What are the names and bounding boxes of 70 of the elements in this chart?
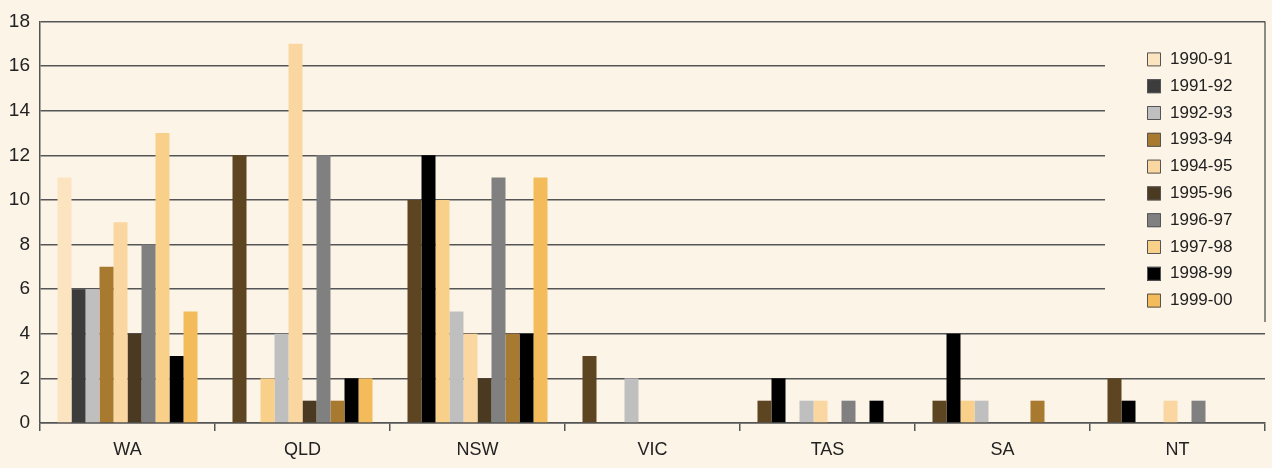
bar bbox=[302, 400, 317, 423]
bar bbox=[344, 378, 359, 423]
x-tick-label: QLD bbox=[283, 438, 322, 459]
legend-label: 1993-94 bbox=[1170, 129, 1233, 149]
bar bbox=[1121, 400, 1136, 423]
bar bbox=[477, 378, 492, 423]
y-tick-label: 10 bbox=[8, 188, 30, 210]
bar bbox=[141, 244, 156, 423]
y-tick-label: 0 bbox=[19, 411, 30, 433]
bar bbox=[582, 356, 597, 423]
y-tick-label: 8 bbox=[19, 232, 30, 254]
bar bbox=[841, 400, 856, 423]
legend-label: 1992-93 bbox=[1170, 102, 1233, 122]
bar bbox=[533, 177, 548, 423]
bar bbox=[519, 333, 534, 423]
x-tick-label: NT bbox=[1165, 438, 1190, 459]
y-tick-label: 18 bbox=[8, 9, 30, 31]
bar bbox=[491, 177, 506, 423]
bar bbox=[932, 400, 947, 423]
legend-label: 1998-99 bbox=[1170, 263, 1233, 283]
bar bbox=[71, 289, 86, 423]
x-tick-label: WA bbox=[113, 438, 142, 459]
bar bbox=[330, 400, 345, 423]
bar bbox=[974, 400, 989, 423]
legend-label: 1995-96 bbox=[1170, 183, 1233, 203]
bar bbox=[1030, 400, 1045, 423]
bar bbox=[771, 378, 786, 423]
bar bbox=[449, 311, 464, 423]
bar bbox=[1107, 378, 1122, 423]
bar bbox=[274, 333, 289, 423]
bar bbox=[232, 155, 247, 423]
bar bbox=[113, 222, 128, 423]
y-tick-label: 12 bbox=[8, 143, 30, 165]
y-tick-label: 14 bbox=[8, 98, 31, 120]
y-tick-label: 2 bbox=[19, 366, 30, 388]
bar bbox=[624, 378, 639, 423]
bar bbox=[463, 333, 478, 423]
y-tick-label: 4 bbox=[19, 321, 31, 343]
x-tick-label: NSW bbox=[456, 438, 499, 459]
bar bbox=[127, 333, 142, 423]
bar bbox=[869, 400, 884, 423]
bar bbox=[435, 199, 450, 423]
bar bbox=[169, 356, 184, 423]
x-tick-label: VIC bbox=[637, 438, 668, 459]
bar bbox=[316, 155, 331, 423]
bar bbox=[358, 378, 373, 423]
bar bbox=[57, 177, 72, 423]
x-tick-label: TAS bbox=[810, 438, 845, 459]
bar bbox=[421, 155, 436, 423]
bar bbox=[946, 333, 961, 423]
bar bbox=[407, 199, 422, 423]
bar bbox=[1191, 400, 1206, 423]
legend-label: 1996-97 bbox=[1170, 209, 1233, 229]
legend-label: 1991-92 bbox=[1170, 75, 1233, 95]
bar bbox=[960, 400, 975, 423]
x-tick-label: SA bbox=[990, 438, 1015, 459]
bar bbox=[813, 400, 828, 423]
legend-label: 1997-98 bbox=[1170, 236, 1233, 256]
bar bbox=[288, 43, 303, 423]
bar bbox=[799, 400, 814, 423]
bar bbox=[260, 378, 275, 423]
legend-label: 1994-95 bbox=[1170, 156, 1233, 176]
bar bbox=[505, 333, 520, 423]
bar bbox=[1163, 400, 1178, 423]
bar bbox=[183, 311, 198, 423]
y-tick-label: 6 bbox=[19, 277, 30, 299]
legend-label: 1999-00 bbox=[1170, 290, 1233, 310]
bar bbox=[757, 400, 772, 423]
y-tick-label: 16 bbox=[8, 54, 30, 76]
legend-label: 1990-91 bbox=[1170, 49, 1233, 69]
